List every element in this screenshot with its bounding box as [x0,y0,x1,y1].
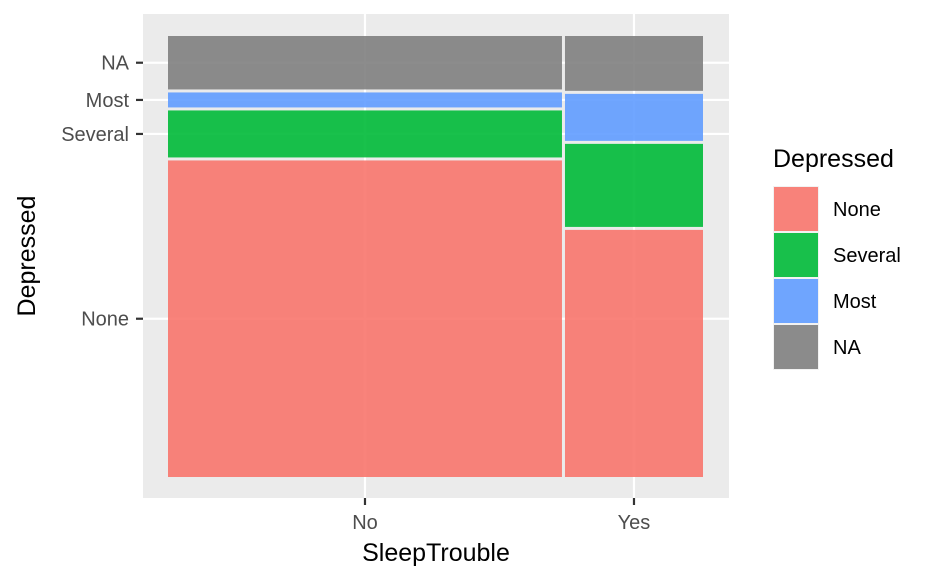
legend-title: Depressed [773,145,894,173]
y-axis-title: Depressed [13,196,41,317]
legend-key-na [774,325,818,369]
tile-no-na [168,36,562,90]
y-tick-label-na: NA [101,53,129,75]
tile-no-most [168,92,562,108]
y-tick-label-most: Most [86,90,130,112]
x-tick-label-yes: Yes [618,512,651,534]
x-tick-label-no: No [352,512,378,534]
legend-label-none: None [833,199,881,221]
legend-key-several [774,233,818,277]
x-axis-title: SleepTrouble [362,539,510,567]
legend-label-na: NA [833,337,861,359]
tile-yes-several [564,143,703,227]
tile-no-none [168,160,562,477]
legend-label-most: Most [833,291,877,313]
legend: Depressed None Several Most NA [773,145,901,370]
legend-label-several: Several [833,245,901,267]
tile-yes-none [564,229,703,477]
y-tick-label-several: Several [61,124,129,146]
legend-key-none [774,187,818,231]
tile-yes-most [564,93,703,141]
axes: No Yes None Several Most NA [61,53,650,534]
legend-key-most [774,279,818,323]
tile-no-several [168,110,562,158]
tile-yes-na [564,36,703,91]
mosaic-tiles [168,36,703,477]
y-tick-label-none: None [81,309,129,331]
